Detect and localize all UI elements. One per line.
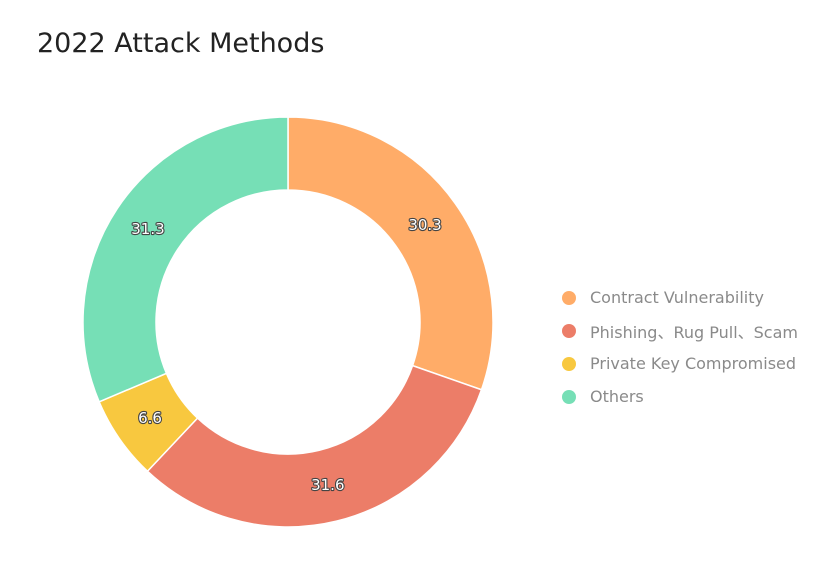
data-label-4: 31.3 [131,220,164,238]
chart-legend: Contract Vulnerability Phishing、Rug Pull、… [562,281,798,413]
legend-item-1[interactable]: Contract Vulnerability [562,281,798,314]
data-label-3: 6.6 [138,409,162,427]
data-label-1: 30.3 [408,216,441,234]
legend-label: Private Key Compromised [590,354,797,373]
legend-item-2[interactable]: Phishing、Rug Pull、Scam [562,314,798,347]
data-label-2: 31.6 [311,476,344,494]
legend-label: Contract Vulnerability [590,288,764,307]
legend-label: Phishing、Rug Pull、Scam [590,322,798,342]
chart-title: 2022 Attack Methods [37,28,325,59]
legend-marker [562,389,576,404]
legend-item-3[interactable]: Private Key Compromised [562,347,798,380]
pie-slice-4[interactable] [82,116,289,403]
legend-marker [562,290,576,305]
legend-item-4[interactable]: Others [562,380,798,413]
legend-marker [562,356,576,371]
legend-marker [562,323,576,338]
legend-label: Others [590,387,644,406]
pie-slice-1[interactable] [287,116,494,391]
pie-slice-2[interactable] [146,364,483,528]
